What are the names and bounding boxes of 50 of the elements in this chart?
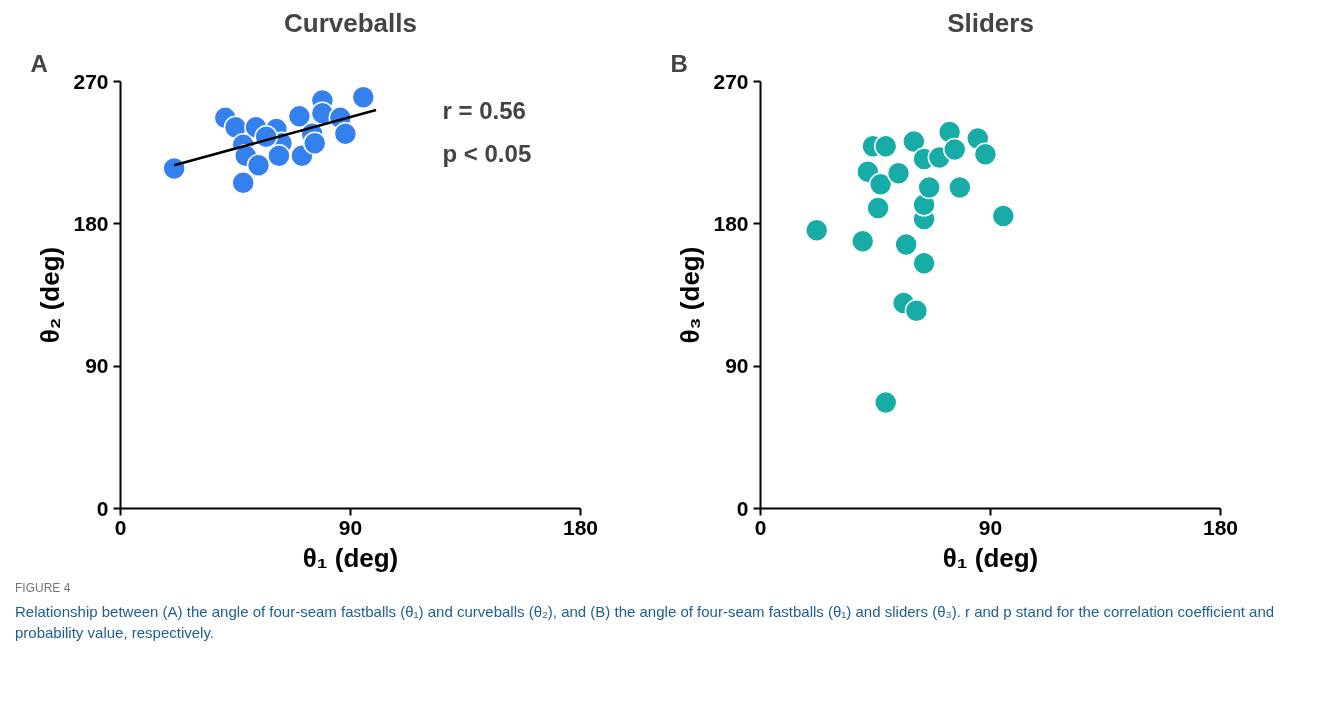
chart-title: Sliders [947, 7, 1034, 38]
y-tick-label: 180 [73, 211, 109, 235]
point [973, 142, 998, 166]
point [902, 129, 926, 154]
annotation: p < 0.05 [442, 139, 532, 167]
y-tick-label: 270 [713, 69, 749, 93]
point [302, 131, 327, 155]
y-axis-title: θ₂ (deg) [35, 246, 66, 344]
point [267, 144, 291, 168]
y-tick-label: 90 [85, 354, 109, 378]
x-tick-label: 180 [1202, 515, 1239, 539]
text: A [30, 49, 48, 77]
text: B [670, 49, 688, 77]
caption: FIGURE 4 [15, 580, 72, 597]
point [886, 161, 911, 185]
y-tick-label: 270 [73, 69, 109, 93]
x-axis-title: θ₁ (deg) [942, 542, 1039, 573]
point [873, 134, 898, 159]
point [991, 204, 1016, 228]
point [948, 175, 972, 200]
point [162, 156, 186, 181]
y-tick-label: 0 [96, 496, 109, 520]
x-axis-title: θ₁ (deg) [302, 542, 399, 573]
point [333, 121, 358, 146]
point [873, 390, 898, 415]
x-tick-label: 0 [114, 515, 127, 539]
y-axis-title: θ₃ (deg) [675, 246, 706, 344]
x-tick-label: 180 [562, 515, 599, 539]
text: Relationship between (A) the angle of four-seam fastballs (θ₁) and curveballs (θ₂), and (B) the angle of four-seam fastballs (θ₁) and sliders (θ₃). r and p stand for the correlation coefficient and probability value, respectively. [15, 602, 1275, 644]
point [942, 137, 967, 162]
point [850, 229, 875, 253]
point [912, 251, 936, 276]
y-tick-label: 180 [713, 211, 749, 235]
y-tick-label: 0 [736, 496, 749, 520]
x-tick-label: 90 [978, 515, 1003, 539]
x-tick-label: 0 [754, 515, 767, 539]
annotation: r = 0.56 [442, 97, 526, 125]
y-tick-label: 90 [725, 354, 749, 378]
point [917, 175, 941, 200]
x-tick-label: 90 [338, 515, 363, 539]
point [904, 299, 929, 323]
point [231, 170, 255, 195]
point [246, 153, 271, 178]
point [351, 85, 376, 110]
point [287, 104, 312, 129]
point [866, 196, 890, 220]
point [894, 232, 918, 257]
chart-title: Curveballs [284, 7, 417, 38]
point [804, 218, 829, 242]
point [868, 172, 893, 197]
